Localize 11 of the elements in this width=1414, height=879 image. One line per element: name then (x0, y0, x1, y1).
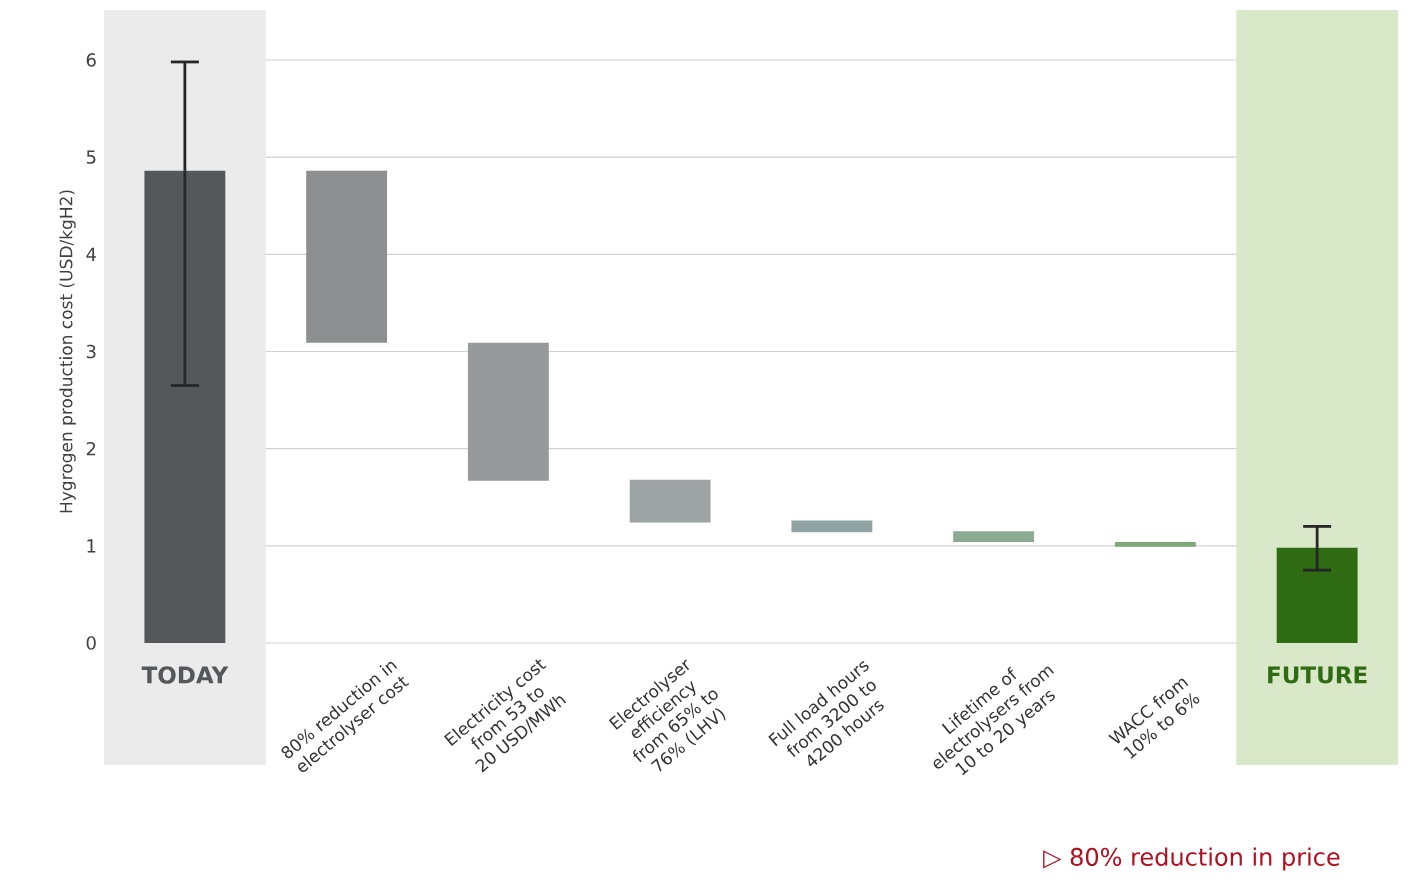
x-tick-label: TODAY (141, 666, 229, 684)
y-tick-label: 4 (86, 247, 96, 261)
y-tick-label: 5 (86, 150, 96, 164)
x-tick-label: FUTURE (1268, 666, 1367, 684)
y-tick-label: 1 (87, 539, 96, 553)
y-tick-label: 0 (86, 636, 96, 650)
y-tick-label: 3 (86, 344, 96, 359)
y-axis-title: Hygrogen production cost (USD/kgH2) (59, 190, 76, 513)
y-tick-label: 2 (86, 441, 96, 456)
y-tick-label: 6 (86, 53, 96, 67)
text: ▷ 80% reduction in price (1043, 847, 1340, 871)
